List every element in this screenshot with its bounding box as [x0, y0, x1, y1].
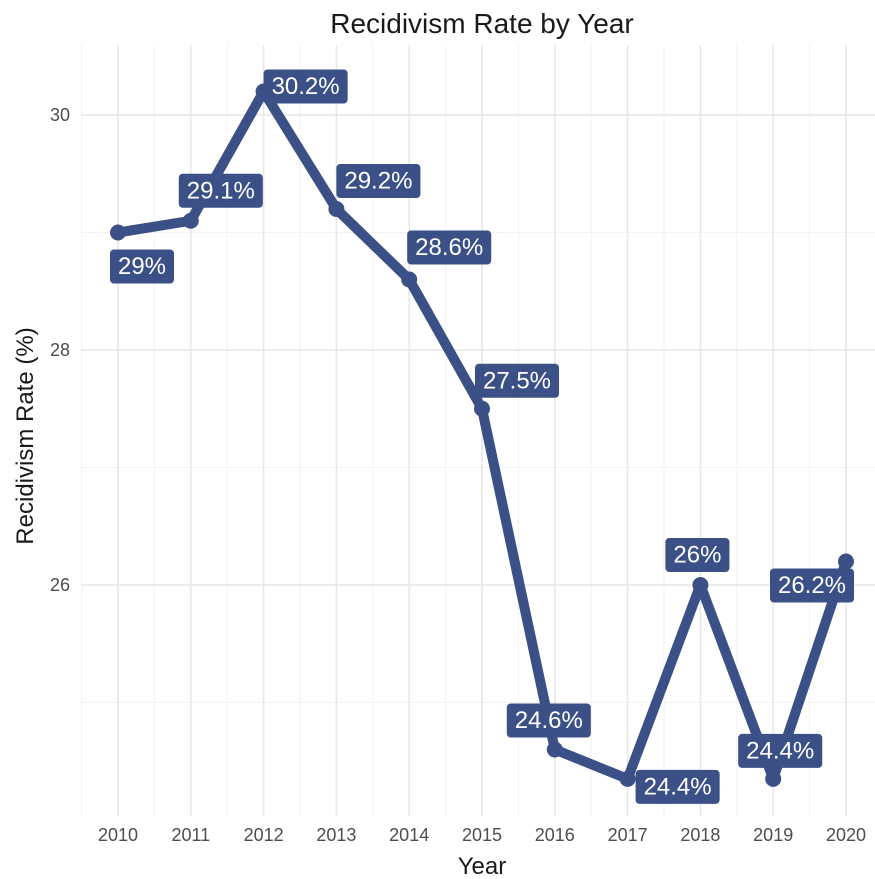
data-point — [619, 770, 636, 787]
grid — [81, 45, 875, 816]
data-label-text: 30.2% — [272, 73, 340, 100]
data-label-text: 29% — [118, 253, 166, 280]
chart-title: Recidivism Rate by Year — [330, 8, 633, 39]
data-label-text: 24.6% — [515, 707, 583, 734]
data-label-text: 24.4% — [746, 737, 814, 764]
data-labels: 29% 29.1% 30.2% 29.2% 28.6% 27.5% 24.6% 24.4% 26… — [109, 69, 855, 804]
data-label-text: 28.6% — [415, 234, 483, 261]
data-label-text: 24.4% — [644, 773, 712, 800]
x-tick-label: 2011 — [171, 825, 210, 845]
x-tick-label: 2018 — [680, 825, 720, 845]
data-label: 29.1% — [178, 173, 263, 208]
data-label-text: 29.1% — [187, 177, 255, 204]
data-label: 27.5% — [474, 363, 560, 398]
data-point — [692, 577, 709, 593]
x-axis-title: Year — [458, 853, 507, 879]
y-tick-label: 26 — [50, 575, 70, 595]
data-label: 24.4% — [738, 733, 823, 768]
data-label: 29% — [109, 249, 175, 284]
data-label-text: 26.2% — [778, 572, 846, 599]
data-label: 24.4% — [635, 769, 720, 804]
data-label: 29.2% — [336, 164, 421, 198]
series — [110, 83, 854, 787]
data-label: 24.6% — [506, 703, 591, 738]
data-point — [401, 271, 418, 288]
data-label: 28.6% — [407, 230, 492, 265]
data-point — [838, 553, 854, 570]
x-tick-label: 2010 — [98, 825, 138, 845]
data-point — [110, 224, 126, 241]
data-point — [474, 400, 490, 417]
x-tick-label: 2013 — [316, 825, 356, 845]
data-label: 30.2% — [263, 69, 348, 104]
x-tick-label: 2019 — [753, 825, 793, 845]
y-axis-title: Recidivism Rate (%) — [12, 327, 39, 544]
data-point — [328, 201, 345, 217]
y-axis-ticks: 26 28 30 — [50, 105, 70, 595]
data-label: 26% — [665, 538, 730, 572]
x-tick-label: 2014 — [389, 825, 429, 845]
data-label-text: 26% — [673, 542, 721, 569]
x-tick-label: 2012 — [244, 825, 284, 845]
data-label-text: 27.5% — [483, 367, 551, 394]
x-tick-label: 2016 — [535, 825, 575, 845]
y-tick-label: 28 — [50, 340, 70, 360]
data-point — [182, 212, 199, 229]
data-point — [546, 741, 563, 758]
data-label-text: 29.2% — [344, 168, 412, 195]
x-axis-ticks: 2010 2011 2012 2013 2014 2015 2016 2017 2018 2019… — [98, 825, 866, 845]
y-tick-label: 30 — [50, 105, 70, 125]
data-label: 26.2% — [769, 568, 855, 603]
x-tick-label: 2015 — [462, 825, 502, 845]
x-tick-label: 2020 — [826, 825, 866, 845]
data-point — [765, 770, 782, 787]
x-tick-label: 2017 — [608, 825, 648, 845]
